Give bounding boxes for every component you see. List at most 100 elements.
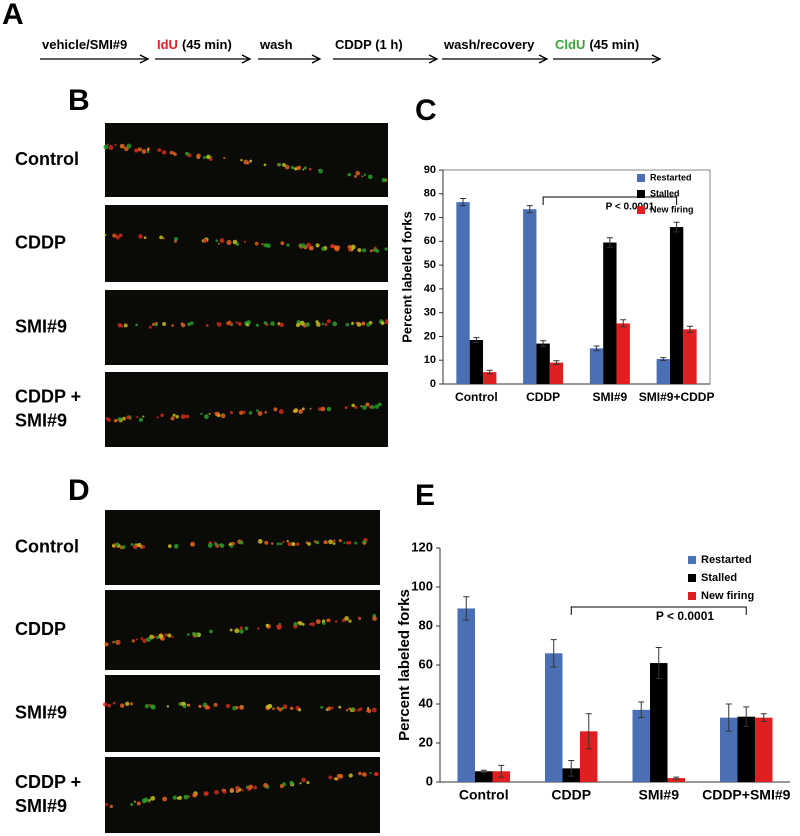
fiber-dot: [361, 175, 364, 178]
fiber-image: [105, 290, 388, 365]
fiber-dot: [138, 234, 143, 239]
fiber-dot: [175, 415, 179, 419]
fiber-dot: [217, 242, 220, 245]
fiber-dot: [350, 321, 355, 325]
x-tick-label: Control: [459, 787, 509, 803]
fiber-dot: [332, 321, 338, 327]
fiber-dot: [324, 323, 328, 327]
error-bar: [673, 221, 680, 233]
fiber-dot: [134, 148, 139, 153]
fiber-dot: [113, 419, 118, 423]
fiber-dot: [254, 241, 259, 246]
fiber-dot: [239, 626, 243, 630]
fiber-dot: [147, 147, 150, 150]
fiber-dot: [369, 249, 373, 253]
fiber-dot: [150, 795, 156, 801]
fiber-dot: [270, 542, 274, 545]
bar: [632, 709, 650, 782]
fiber-dot: [328, 539, 333, 545]
fiber-dot: [286, 243, 290, 247]
fiber-dot: [232, 239, 238, 245]
fiber-dot: [214, 789, 219, 795]
x-tick-label: SMI#9: [639, 787, 680, 803]
fiber-dot: [146, 150, 150, 154]
fiber-dot: [232, 705, 237, 711]
fiber-dot: [343, 541, 346, 544]
step-label: wash: [259, 37, 293, 52]
error-bar: [743, 706, 750, 727]
error-bar: [486, 369, 493, 375]
fiber-dot: [369, 771, 372, 775]
fiber-dot: [280, 241, 285, 246]
legend-swatch: [637, 174, 645, 182]
fiber-dot: [265, 623, 269, 627]
step-label: wash/recovery: [443, 37, 535, 52]
fiber-dot: [356, 322, 362, 327]
fiber-dot: [196, 153, 201, 159]
fiber-dot: [303, 166, 307, 170]
fiber-dot: [156, 416, 159, 419]
fiber-dot: [198, 704, 202, 709]
fiber-dot: [264, 540, 269, 545]
fiber-dot: [187, 703, 191, 707]
fiber-dot: [112, 233, 117, 238]
fiber-dot: [255, 323, 259, 327]
fiber-dot: [257, 539, 263, 544]
fiber-dot: [291, 542, 296, 547]
fiber-dot: [246, 320, 251, 325]
fiber-dot: [297, 708, 302, 712]
fiber-dot: [190, 321, 194, 325]
fiber-dot: [354, 175, 357, 178]
arrow-head: [538, 54, 549, 64]
fiber-dot: [102, 702, 108, 707]
fiber-dot: [249, 159, 253, 163]
fiber-dot: [113, 640, 116, 644]
step-text: (45 min): [589, 37, 639, 52]
error-bar: [593, 345, 600, 352]
fiber-dot: [162, 237, 165, 240]
fiber-dot: [363, 542, 366, 545]
fiber-image: [105, 510, 380, 585]
fiber-dot: [126, 143, 132, 149]
step-label: IdU (45 min): [157, 37, 232, 52]
y-tick-label: 60: [419, 656, 433, 671]
fiber-dot: [347, 540, 352, 545]
fiber-dot: [338, 773, 344, 779]
fiber-dot: [277, 163, 282, 167]
legend-label: Restarted: [701, 554, 752, 566]
fiber-dot: [137, 147, 142, 152]
fiber-dot: [107, 703, 112, 708]
fiber-dot: [177, 795, 182, 800]
fiber-dot: [180, 414, 186, 420]
x-tick-label: CDDP: [526, 390, 560, 404]
error-bar: [498, 764, 505, 778]
fiber-dot: [293, 408, 298, 413]
fiber-dot: [315, 540, 320, 545]
fiber-dot: [355, 170, 361, 176]
fiber-dot: [235, 321, 238, 324]
fiber-dot: [373, 772, 378, 777]
fiber-dot: [347, 172, 352, 177]
fiber-dot: [111, 544, 116, 548]
fiber-dot: [185, 414, 190, 419]
fiber-dot: [239, 705, 245, 710]
bar: [580, 731, 598, 782]
fiber-image: [105, 372, 388, 447]
fiber-dot: [162, 796, 168, 802]
fiber-dot: [282, 163, 286, 167]
fiber-dot: [130, 803, 134, 807]
fiber-dot: [190, 541, 196, 547]
error-bar: [585, 713, 592, 750]
x-tick-label: CDDP: [551, 787, 591, 803]
fiber-dot: [140, 637, 144, 640]
fiber-dot: [263, 163, 267, 167]
y-tick-label: 40: [419, 695, 433, 710]
fiber-dot: [144, 703, 150, 709]
fiber-dot: [361, 321, 366, 326]
legend-swatch: [688, 574, 696, 582]
fiber-dot: [121, 545, 126, 549]
fiber-dot: [105, 803, 109, 806]
fiber-dot: [253, 785, 257, 790]
fiber-dot: [299, 243, 303, 247]
legend-label: Stalled: [701, 572, 737, 584]
